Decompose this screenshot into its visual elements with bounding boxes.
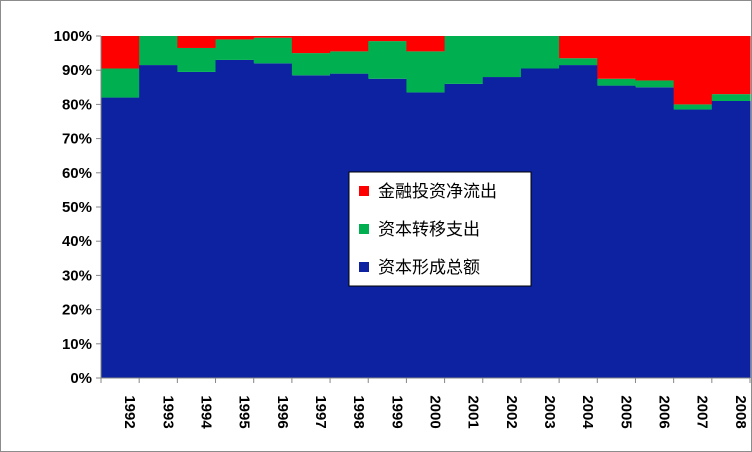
bar-segment-2005-series-0 bbox=[597, 85, 637, 378]
bar-segment-1999-series-1 bbox=[368, 41, 408, 79]
bar-segment-2004-series-2 bbox=[559, 36, 598, 59]
bar-segment-2002-series-1 bbox=[482, 36, 522, 78]
y-tick-label: 100% bbox=[54, 28, 92, 45]
bar-segment-2007-series-2 bbox=[673, 36, 713, 105]
bar-segment-2001-series-1 bbox=[444, 36, 484, 84]
bar-segment-2007-series-0 bbox=[673, 109, 713, 378]
bar-segment-1996-series-2 bbox=[253, 36, 293, 38]
x-tick-label: 2007 bbox=[694, 395, 711, 428]
bar-segment-2005-series-1 bbox=[597, 78, 637, 86]
x-tick-label: 2003 bbox=[541, 395, 558, 428]
x-tick-label: 2000 bbox=[427, 395, 444, 428]
x-tick-label: 2004 bbox=[579, 395, 596, 429]
y-tick-label: 40% bbox=[62, 233, 92, 250]
x-tick-label: 1992 bbox=[121, 395, 138, 428]
x-tick-label: 2006 bbox=[656, 395, 673, 428]
x-tick-label: 1994 bbox=[197, 395, 214, 429]
legend-label: 资本形成总额 bbox=[378, 258, 480, 278]
legend-swatch bbox=[359, 262, 369, 272]
legend-swatch bbox=[359, 224, 369, 234]
y-tick-label: 30% bbox=[62, 267, 92, 284]
bar-segment-2008-series-0 bbox=[711, 100, 751, 378]
bar-segment-1997-series-2 bbox=[291, 36, 331, 54]
x-tick-label: 1996 bbox=[274, 395, 291, 428]
legend-swatch bbox=[359, 186, 369, 196]
bar-segment-1999-series-2 bbox=[368, 36, 408, 42]
bar-segment-1996-series-0 bbox=[253, 63, 293, 379]
bar-segment-2003-series-1 bbox=[520, 36, 560, 69]
bar-segment-2000-series-1 bbox=[406, 51, 446, 93]
legend-label: 金融投资净流出 bbox=[378, 182, 497, 202]
y-axis: 0% 10% 20% 30% 40% 50% 60% 70% 80% 90% 100% bbox=[54, 28, 102, 387]
legend-box bbox=[348, 171, 532, 287]
x-tick-label: 1997 bbox=[312, 395, 329, 428]
x-tick-label: 2005 bbox=[617, 395, 634, 428]
bar-segment-1995-series-2 bbox=[215, 36, 255, 40]
bar-segment-1994-series-1 bbox=[177, 47, 217, 72]
x-tick-label: 2001 bbox=[465, 395, 482, 428]
y-tick-label: 70% bbox=[62, 131, 92, 148]
bar-segment-2006-series-1 bbox=[635, 80, 675, 88]
legend-label: 资本转移支出 bbox=[378, 220, 480, 240]
bar-segment-1992-series-2 bbox=[101, 36, 140, 69]
x-tick-label: 1993 bbox=[159, 395, 176, 428]
bar-segment-2006-series-2 bbox=[635, 36, 675, 81]
x-tick-label: 1999 bbox=[388, 395, 405, 428]
bar-segment-2004-series-0 bbox=[559, 65, 598, 378]
x-tick-label: 2002 bbox=[503, 395, 520, 428]
bar-segment-2008-series-1 bbox=[711, 94, 751, 101]
x-tick-label: 1998 bbox=[350, 395, 367, 428]
y-tick-label: 0% bbox=[70, 370, 92, 387]
bar-segment-1997-series-0 bbox=[291, 75, 331, 378]
bar-segment-1998-series-2 bbox=[330, 36, 369, 52]
bar-segment-2005-series-2 bbox=[597, 36, 637, 79]
y-tick-label: 10% bbox=[62, 336, 92, 353]
bar-segment-1993-series-0 bbox=[139, 65, 178, 378]
bar-segment-1995-series-1 bbox=[215, 39, 255, 60]
x-tick-label: 2008 bbox=[732, 395, 749, 428]
bar-segment-2000-series-2 bbox=[406, 36, 446, 52]
bar-segment-2007-series-1 bbox=[673, 104, 713, 110]
plot-area bbox=[101, 36, 751, 379]
y-tick-label: 60% bbox=[62, 165, 92, 182]
y-tick-label: 80% bbox=[62, 96, 92, 113]
y-tick-label: 20% bbox=[62, 302, 92, 319]
bar-segment-1994-series-2 bbox=[177, 36, 217, 48]
bar-segment-1994-series-0 bbox=[177, 71, 217, 378]
bar-segment-1992-series-1 bbox=[101, 68, 140, 98]
y-tick-label: 90% bbox=[62, 62, 92, 79]
bar-segment-2008-series-2 bbox=[711, 36, 751, 95]
y-tick-label: 50% bbox=[62, 199, 92, 216]
x-axis: 1992 1993 1994 1995 1996 1997 1998 1999 2000 2001… bbox=[100, 377, 751, 429]
bar-segment-1993-series-1 bbox=[139, 36, 178, 66]
bar-segment-1996-series-1 bbox=[253, 37, 293, 64]
bar-segment-2004-series-1 bbox=[559, 58, 598, 66]
bar-segment-1995-series-0 bbox=[215, 59, 255, 378]
bar-segment-1998-series-1 bbox=[330, 51, 369, 74]
x-tick-label: 1995 bbox=[236, 395, 253, 428]
bar-segment-1992-series-0 bbox=[101, 97, 140, 378]
bar-segment-1997-series-1 bbox=[291, 53, 331, 76]
bar-segment-2006-series-0 bbox=[635, 87, 675, 379]
